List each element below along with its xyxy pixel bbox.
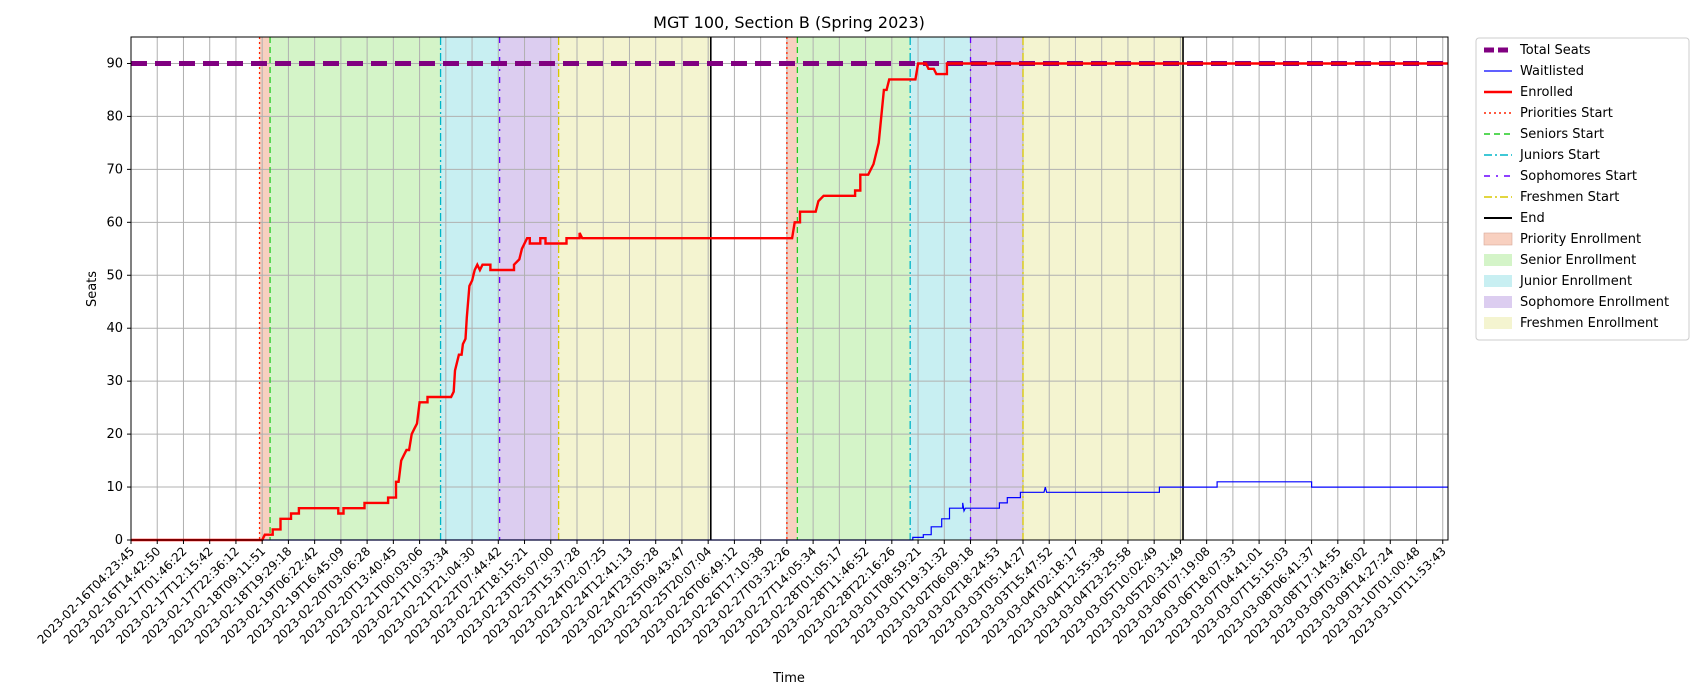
band-sophomore-enrollment	[499, 37, 559, 540]
legend-label: End	[1520, 211, 1545, 226]
y-tick-label: 0	[115, 533, 123, 548]
legend-label: Sophomores Start	[1520, 169, 1637, 184]
plot-frame	[130, 36, 1449, 541]
legend-label: Waitlisted	[1520, 64, 1584, 79]
y-axis: 0 10 20 30 40 50 60 70 80 90	[106, 56, 131, 548]
legend-label: Juniors Start	[1519, 148, 1600, 163]
legend-swatch	[1484, 317, 1512, 329]
legend-label: Freshmen Enrollment	[1520, 316, 1658, 331]
legend-label: Senior Enrollment	[1520, 253, 1636, 268]
y-tick-label: 50	[106, 268, 123, 283]
band-senior-enrollment	[797, 37, 911, 540]
legend: Total Seats Waitlisted Enrolled Priorities …	[1475, 37, 1690, 341]
y-tick-label: 70	[106, 162, 123, 177]
chart-title: MGT 100, Section B (Spring 2023)	[653, 13, 925, 32]
data-series	[131, 61, 1448, 542]
legend-label: Sophomore Enrollment	[1520, 295, 1669, 310]
legend-label: Freshmen Start	[1520, 190, 1619, 205]
y-tick-label: 30	[106, 374, 123, 389]
series-line-waitlisted	[131, 481, 1448, 541]
legend-label: Total Seats	[1519, 43, 1591, 58]
legend-label: Priorities Start	[1520, 106, 1613, 121]
y-tick-label: 80	[106, 109, 123, 124]
band-freshmen-enrollment	[1022, 37, 1184, 540]
y-tick-label: 60	[106, 215, 123, 230]
phase-markers	[258, 37, 1184, 540]
band-priority-enrollment	[786, 37, 798, 540]
legend-label: Junior Enrollment	[1519, 274, 1632, 289]
legend-swatch	[1483, 232, 1513, 246]
band-senior-enrollment	[270, 37, 441, 540]
legend-label: Enrolled	[1520, 85, 1573, 100]
x-axis-label: Time	[772, 671, 805, 686]
y-tick-label: 40	[106, 321, 123, 336]
band-freshmen-enrollment	[558, 37, 711, 540]
legend-swatch	[1484, 254, 1512, 266]
y-tick-label: 10	[106, 480, 123, 495]
legend-swatch	[1484, 275, 1512, 287]
y-tick-label: 90	[106, 56, 123, 71]
legend-box	[1475, 37, 1690, 341]
y-tick-label: 20	[106, 427, 123, 442]
legend-label: Priority Enrollment	[1520, 232, 1641, 247]
series-line-enrolled	[131, 62, 1448, 542]
legend-label: Seniors Start	[1520, 127, 1604, 142]
band-junior-enrollment	[910, 37, 971, 540]
band-priority-enrollment	[259, 37, 271, 540]
y-axis-label: Seats	[85, 271, 100, 307]
legend-swatch	[1484, 296, 1512, 308]
